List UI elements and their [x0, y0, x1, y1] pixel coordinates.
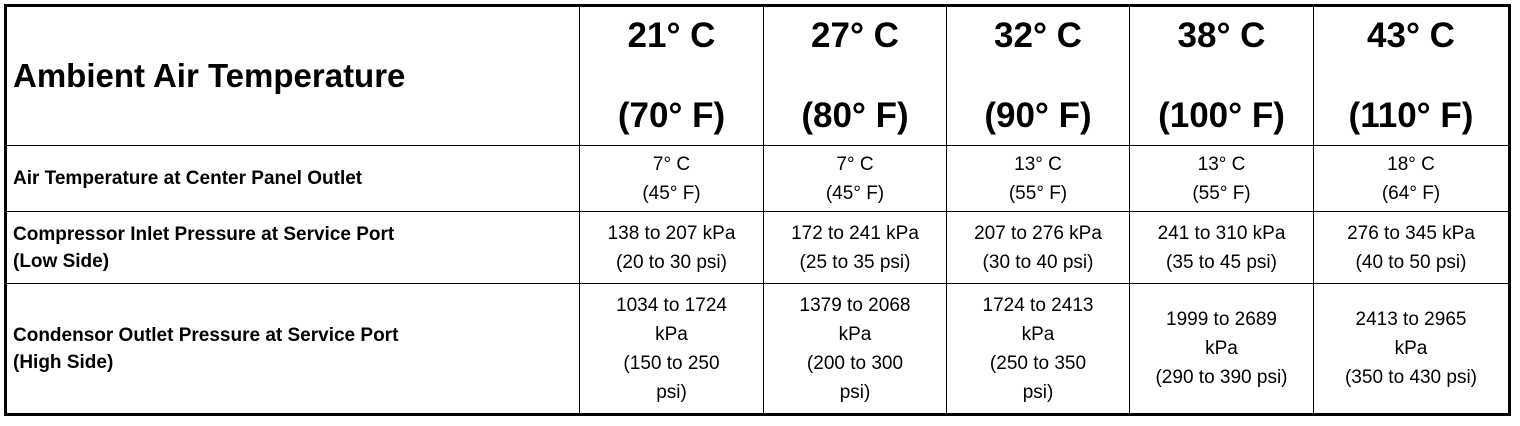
- value-line: 2413 to 2965: [1355, 309, 1467, 330]
- value-line: (250 to 350: [989, 352, 1087, 374]
- table-row: Condensor Outlet Pressure at Service Por…: [5, 283, 1510, 415]
- temp-fahrenheit: (90° F): [984, 96, 1092, 135]
- temp-celsius: 38° C: [1177, 16, 1266, 55]
- value-line: 138 to 207 kPa: [607, 222, 736, 244]
- row-label: Air Temperature at Center Panel Outlet: [5, 145, 580, 212]
- value-line: (30 to 40 psi): [982, 251, 1094, 273]
- temp-header: 43° C (110° F): [1313, 5, 1510, 146]
- value-cell: 276 to 345 kPa (40 to 50 psi): [1313, 211, 1510, 284]
- value-line: psi): [839, 381, 871, 403]
- value-cell: 1379 to 2068 kPa (200 to 300 psi): [763, 283, 947, 415]
- value-line: kPa: [1021, 323, 1055, 345]
- value-line: 1034 to 1724: [616, 294, 727, 316]
- value-cell: 7° C (45° F): [579, 145, 764, 212]
- temp-header: 27° C (80° F): [763, 5, 947, 146]
- value-line: (35 to 45 psi): [1166, 251, 1277, 273]
- temp-fahrenheit: (70° F): [617, 96, 726, 135]
- row-label: Condensor Outlet Pressure at Service Por…: [5, 283, 580, 415]
- value-line: (55° F): [1008, 182, 1068, 204]
- value-cell: 1034 to 1724 kPa (150 to 250 psi): [579, 283, 764, 415]
- value-line: 18° C: [1387, 153, 1435, 175]
- value-line: 276 to 345 kPa: [1347, 222, 1475, 244]
- temp-fahrenheit: (110° F): [1348, 96, 1474, 135]
- value-line: 7° C: [836, 153, 874, 175]
- value-cell: 207 to 276 kPa (30 to 40 psi): [946, 211, 1130, 284]
- value-cell: 1999 to 2689 kPa (290 to 390 psi): [1129, 283, 1314, 415]
- table-row: Air Temperature at Center Panel Outlet 7°…: [5, 145, 1510, 212]
- value-cell: 2413 to 2965 kPa (350 to 430 psi): [1313, 283, 1510, 415]
- table-row: Compressor Inlet Pressure at Service Por…: [5, 211, 1510, 284]
- row-label-line: Compressor Inlet Pressure at Service Por…: [13, 223, 395, 245]
- temp-fahrenheit: (80° F): [801, 96, 909, 135]
- value-line: (350 to 430 psi): [1344, 367, 1478, 388]
- value-line: (45° F): [825, 182, 885, 204]
- value-line: (20 to 30 psi): [616, 251, 727, 273]
- header-row: Ambient Air Temperature 21° C (70° F) 27°…: [5, 5, 1510, 146]
- value-cell: 172 to 241 kPa (25 to 35 psi): [763, 211, 947, 284]
- value-line: (150 to 250: [623, 352, 720, 374]
- value-line: 7° C: [652, 153, 691, 175]
- value-line: kPa: [1394, 338, 1428, 359]
- value-line: 1999 to 2689: [1166, 309, 1277, 330]
- row-label: Compressor Inlet Pressure at Service Por…: [5, 211, 580, 284]
- value-cell: 13° C (55° F): [1129, 145, 1314, 212]
- value-line: 13° C: [1197, 153, 1246, 175]
- temp-celsius: 21° C: [627, 16, 716, 55]
- temp-header: 38° C (100° F): [1129, 5, 1314, 146]
- value-cell: 13° C (55° F): [946, 145, 1130, 212]
- temp-fahrenheit: (100° F): [1158, 96, 1285, 135]
- ac-performance-table: Ambient Air Temperature 21° C (70° F) 27°…: [4, 4, 1511, 416]
- value-line: 207 to 276 kPa: [974, 222, 1102, 244]
- value-cell: 1724 to 2413 kPa (250 to 350 psi): [946, 283, 1130, 415]
- temp-celsius: 27° C: [811, 16, 899, 55]
- value-line: 172 to 241 kPa: [791, 222, 919, 244]
- temp-header: 21° C (70° F): [579, 5, 764, 146]
- row-label-line: Air Temperature at Center Panel Outlet: [13, 168, 363, 189]
- value-line: (200 to 300: [806, 352, 904, 374]
- value-line: kPa: [655, 323, 688, 345]
- value-line: (64° F): [1381, 182, 1441, 204]
- temp-celsius: 43° C: [1367, 16, 1455, 55]
- value-line: kPa: [1205, 338, 1238, 359]
- value-line: kPa: [838, 323, 872, 345]
- value-line: (290 to 390 psi): [1155, 367, 1288, 388]
- row-label-line: (High Side): [13, 351, 114, 373]
- value-line: (40 to 50 psi): [1355, 251, 1467, 273]
- value-line: (55° F): [1192, 182, 1251, 204]
- value-line: psi): [656, 381, 687, 403]
- row-label-line: Condensor Outlet Pressure at Service Por…: [13, 324, 399, 346]
- value-cell: 241 to 310 kPa (35 to 45 psi): [1129, 211, 1314, 284]
- value-line: 241 to 310 kPa: [1157, 222, 1286, 244]
- temp-celsius: 32° C: [994, 16, 1082, 55]
- header-label: Ambient Air Temperature: [5, 5, 580, 146]
- value-line: (45° F): [642, 182, 701, 204]
- value-cell: 138 to 207 kPa (20 to 30 psi): [579, 211, 764, 284]
- value-line: psi): [1022, 381, 1054, 403]
- value-line: (25 to 35 psi): [799, 251, 911, 273]
- temp-header: 32° C (90° F): [946, 5, 1130, 146]
- value-line: 1379 to 2068: [799, 294, 911, 316]
- value-line: 13° C: [1014, 153, 1062, 175]
- value-cell: 7° C (45° F): [763, 145, 947, 212]
- row-label-line: (Low Side): [13, 250, 110, 272]
- value-cell: 18° C (64° F): [1313, 145, 1510, 212]
- value-line: 1724 to 2413: [982, 294, 1094, 316]
